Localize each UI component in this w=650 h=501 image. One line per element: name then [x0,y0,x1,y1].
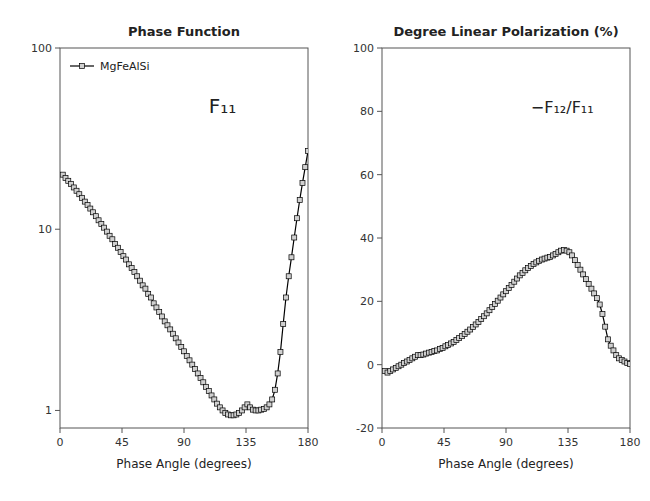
y-tick [377,111,382,112]
data-point [597,302,602,307]
x-tick [630,428,631,433]
data-point [137,278,142,283]
y-tick [377,301,382,302]
legend-label: MgFeAlSi [100,60,150,73]
x-tick-label: 90 [499,436,513,449]
data-point [628,362,631,367]
y-tick [377,364,382,365]
x-tick [568,428,569,433]
data-point [575,262,580,267]
x-tick [184,428,185,433]
x-tick-label: 45 [115,436,129,449]
y-tick [377,174,382,175]
x-tick [382,428,383,433]
plot-frame [60,48,308,428]
data-point [306,149,309,154]
y-tick-label: 10 [38,223,52,236]
x-tick [506,428,507,433]
annotation: F₁₁ [209,94,237,118]
y-tick-label: 20 [360,295,374,308]
data-point [586,281,591,286]
data-point [583,277,588,282]
data-point [289,255,294,260]
data-point [297,197,302,202]
y-tick [55,48,60,49]
y-tick [377,238,382,239]
y-tick-label: -20 [356,422,374,435]
data-point [570,253,575,258]
x-tick-label: 45 [437,436,451,449]
data-point [110,237,115,242]
x-tick-label: 135 [236,436,257,449]
data-point [270,397,275,402]
chart-title: Degree Linear Polarization (%) [393,24,618,39]
data-point [578,267,583,272]
plot-frame [382,48,630,428]
data-point [608,343,613,348]
y-tick [55,410,60,411]
data-point [281,321,286,326]
x-tick-label: 0 [57,436,64,449]
data-group [60,149,308,418]
data-point [157,309,162,314]
x-tick-label: 180 [298,436,319,449]
y-tick-label: 100 [353,42,374,55]
data-group [382,248,630,376]
series-line [63,151,308,415]
y-tick-label: 60 [360,169,374,182]
panel: 0 45 90 135 180 -20 0 20 40 60 80 100 Degree Linear … [353,24,641,471]
y-tick-label: 1 [45,404,52,417]
data-point [572,258,577,263]
data-point [283,295,288,300]
data-point [143,286,148,291]
y-tick-label: 80 [360,105,374,118]
x-axis-label: Phase Angle (degrees) [116,457,251,471]
x-tick-label: 135 [558,436,579,449]
x-axis-label: Phase Angle (degrees) [438,457,573,471]
x-tick [246,428,247,433]
data-point [594,296,599,301]
annotation: −F₁₂/F₁₁ [531,98,594,117]
data-point [294,216,299,221]
data-point [589,286,594,291]
legend-marker [80,64,85,69]
data-point [286,274,291,279]
series-line [385,250,630,373]
y-tick [377,428,382,429]
y-tick-label: 0 [367,359,374,372]
data-point [605,337,610,342]
chart-title: Phase Function [128,24,240,39]
x-tick [444,428,445,433]
y-tick-label: 100 [31,42,52,55]
data-point [272,387,277,392]
x-tick [122,428,123,433]
data-point [159,314,164,319]
y-tick [377,48,382,49]
data-point [275,371,280,376]
y-tick-label: 40 [360,232,374,245]
data-point [148,295,153,300]
data-point [292,235,297,240]
x-tick [60,428,61,433]
data-point [300,180,305,185]
x-tick-label: 180 [620,436,641,449]
data-point [124,257,129,262]
panel: 0 45 90 135 180 1 10 100 Phase Function Phase Ang… [31,24,319,471]
legend: MgFeAlSi [70,60,150,73]
data-point [303,165,308,170]
x-tick-label: 90 [177,436,191,449]
y-tick [55,229,60,230]
x-tick [308,428,309,433]
x-tick-label: 0 [379,436,386,449]
data-point [278,350,283,355]
figure: 0 45 90 135 180 1 10 100 Phase Function Phase Ang… [0,0,650,501]
data-point [581,272,586,277]
data-point [600,312,605,317]
data-point [267,402,272,407]
data-point [603,324,608,329]
data-point [592,291,597,296]
data-point [611,348,616,353]
